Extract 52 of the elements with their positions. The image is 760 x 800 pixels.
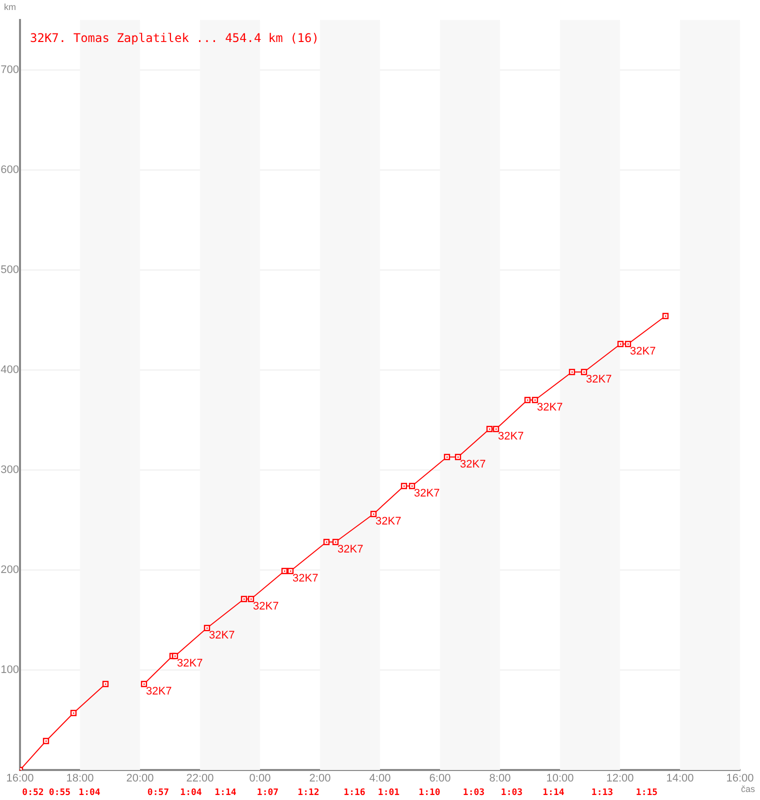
- text: 32K7. Tomas Zaplatilek ... 454.4 km (16): [30, 31, 319, 46]
- x-tick-label: 12:00: [606, 772, 634, 785]
- text: 1:03: [500, 788, 523, 798]
- y-tick-label: 500: [0, 264, 19, 276]
- text: 1:01: [378, 788, 400, 798]
- text: 1:10: [418, 788, 440, 798]
- text: 0:52: [22, 788, 44, 798]
- x-tick-label: 16:00: [6, 772, 34, 785]
- y-tick-label: 200: [0, 564, 19, 576]
- y-tick-label: 700: [0, 64, 19, 76]
- x-axis-title: čas: [741, 784, 756, 794]
- annotation: 32K7: [209, 630, 235, 642]
- text: 1:14: [542, 788, 565, 798]
- annotation: 32K7: [376, 516, 402, 528]
- annotation: 32K7: [146, 686, 172, 698]
- x-tick-label: 20:00: [126, 772, 154, 785]
- x-tick-label: 6:00: [429, 772, 451, 785]
- text: 1:04: [180, 788, 202, 798]
- annotation: 32K7: [586, 374, 612, 386]
- y-tick-label: 600: [0, 164, 19, 176]
- annotation: 32K7: [292, 572, 318, 585]
- text: 1:15: [636, 788, 658, 798]
- x-tick-label: 10:00: [546, 772, 574, 785]
- x-tick-label: 0:00: [249, 772, 271, 785]
- text: 1:04: [78, 788, 101, 798]
- x-tick-label: 8:00: [489, 772, 511, 785]
- x-tick-label: 4:00: [369, 772, 391, 785]
- annotation: 32K7: [177, 658, 203, 670]
- annotation: 32K7: [537, 402, 563, 414]
- text: 1:16: [344, 788, 366, 798]
- annotation: 32K7: [498, 430, 524, 443]
- annotation: 32K7: [460, 458, 486, 471]
- y-tick-label: 400: [0, 364, 19, 376]
- annotation: 32K7: [338, 544, 364, 556]
- text: 1:13: [591, 788, 614, 798]
- y-tick-label: 300: [0, 464, 19, 476]
- text: 1:12: [298, 788, 320, 798]
- text: 0:55: [48, 788, 71, 798]
- text: 1:03: [462, 788, 485, 798]
- x-tick-label: 18:00: [66, 772, 94, 785]
- y-axis-title: km: [4, 2, 16, 12]
- text: 0:57: [147, 788, 170, 798]
- annotation: 32K7: [414, 488, 440, 500]
- x-tick-label: 16:00: [726, 772, 754, 785]
- annotation: 32K7: [630, 346, 656, 358]
- y-tick-label: 100: [0, 664, 19, 676]
- annotation: 32K7: [253, 600, 279, 613]
- x-tick-label: 22:00: [186, 772, 214, 785]
- x-tick-label: 14:00: [666, 772, 694, 785]
- text: 1:07: [256, 788, 279, 798]
- x-tick-label: 2:00: [309, 772, 331, 785]
- text: 1:14: [214, 788, 237, 798]
